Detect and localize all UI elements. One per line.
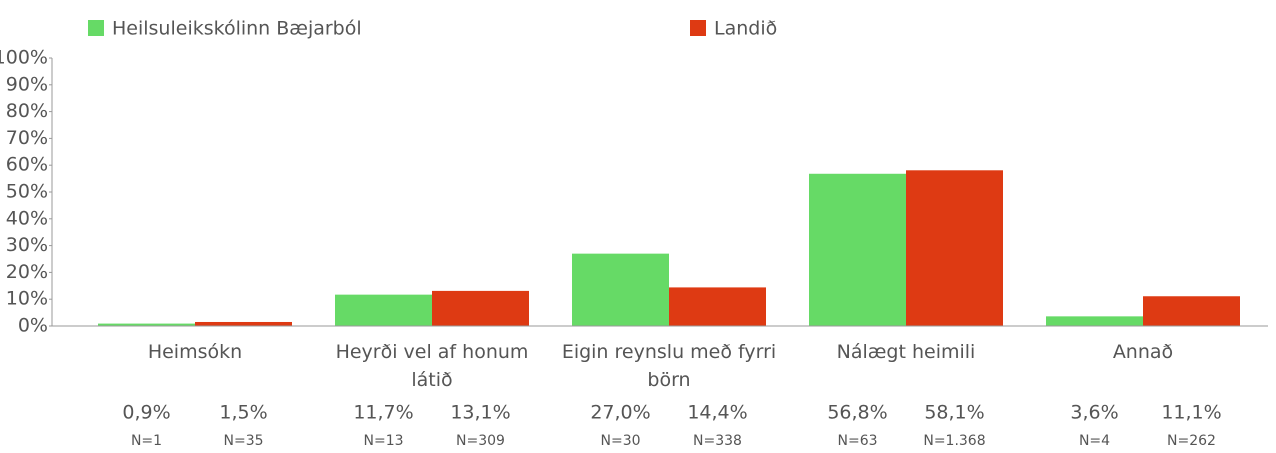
bar — [195, 321, 292, 326]
bar — [1143, 296, 1240, 326]
value-label: 0,9% — [122, 402, 170, 424]
n-label: N=13 — [363, 433, 403, 449]
x-tick-label: Annað — [1113, 341, 1173, 363]
legend-swatch — [88, 20, 104, 36]
n-label: N=338 — [693, 433, 742, 449]
bar — [432, 290, 529, 326]
n-label: N=4 — [1079, 433, 1110, 449]
y-tick-label: 60% — [6, 154, 48, 176]
bar — [335, 294, 432, 326]
y-tick-label: 10% — [6, 288, 48, 310]
y-tick-label: 0% — [18, 315, 48, 337]
x-tick-label: Eigin reynslu með fyrri börn — [562, 341, 776, 391]
x-tick-line: Eigin reynslu með fyrri — [562, 341, 776, 363]
y-tick-label: 30% — [6, 234, 48, 256]
value-label: 14,4% — [687, 402, 747, 424]
n-label: N=1 — [131, 433, 162, 449]
y-tick-label: 70% — [6, 127, 48, 149]
x-tick-line: Heyrði vel af honum — [336, 341, 529, 363]
y-tick-label: 100% — [0, 47, 48, 69]
legend-label: Landið — [714, 18, 777, 40]
x-tick-line: Heimsókn — [148, 341, 242, 363]
bar — [669, 287, 766, 326]
value-label: 13,1% — [450, 402, 510, 424]
n-label: N=262 — [1167, 433, 1216, 449]
y-tick-label: 20% — [6, 261, 48, 283]
value-label: 1,5% — [219, 402, 267, 424]
y-tick-label: 80% — [6, 100, 48, 122]
x-tick-line: látið — [411, 369, 452, 391]
n-label: N=63 — [837, 433, 877, 449]
n-label: N=309 — [456, 433, 505, 449]
value-label: 3,6% — [1070, 402, 1118, 424]
x-tick-line: börn — [647, 369, 690, 391]
x-tick-line: Nálægt heimili — [837, 341, 976, 363]
n-label: N=35 — [223, 433, 263, 449]
legend-swatch — [690, 20, 706, 36]
x-tick-label: Heyrði vel af honum látið — [336, 341, 529, 391]
legend-label: Heilsuleikskólinn Bæjarból — [112, 18, 362, 40]
value-label: 27,0% — [590, 402, 650, 424]
bar — [98, 323, 195, 326]
x-tick-label: Nálægt heimili — [837, 341, 976, 363]
n-label: N=1.368 — [923, 433, 985, 449]
bar — [906, 170, 1003, 326]
y-tick-label: 90% — [6, 73, 48, 95]
bar — [572, 253, 669, 326]
n-label: N=30 — [600, 433, 640, 449]
value-label: 11,1% — [1161, 402, 1221, 424]
y-tick-label: 40% — [6, 207, 48, 229]
value-label: 11,7% — [353, 402, 413, 424]
bar — [809, 173, 906, 326]
bar — [1046, 316, 1143, 326]
value-label: 58,1% — [924, 402, 984, 424]
x-tick-line: Annað — [1113, 341, 1173, 363]
x-tick-label: Heimsókn — [148, 341, 242, 363]
y-tick-label: 50% — [6, 181, 48, 203]
value-label: 56,8% — [827, 402, 887, 424]
